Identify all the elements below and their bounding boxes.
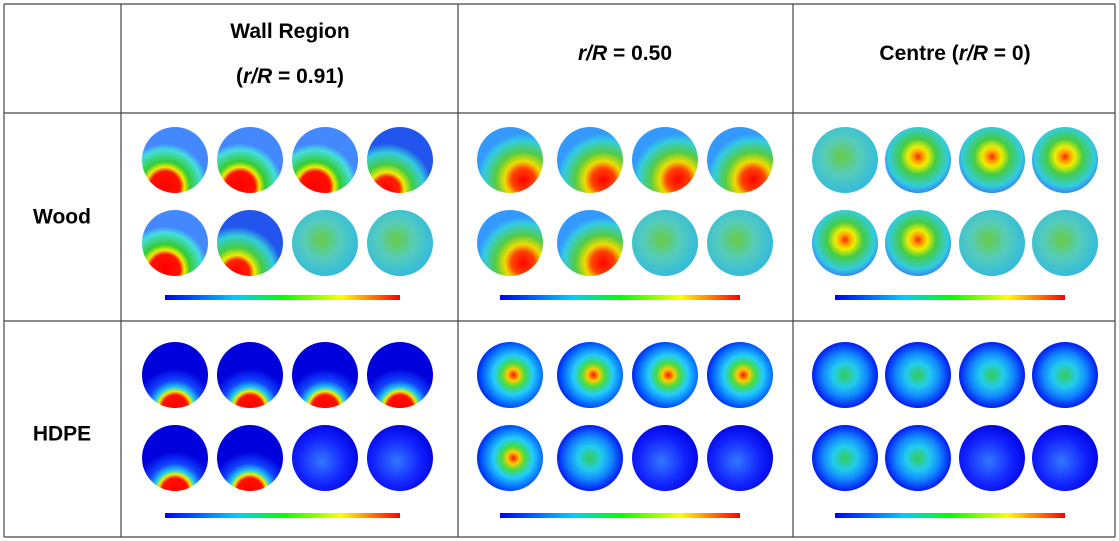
header-text: r/R (243, 65, 273, 88)
header-text: = 0.91) (272, 65, 344, 88)
tomogram (477, 425, 543, 491)
tomogram (812, 425, 878, 491)
header-text: = 0.50 (607, 42, 672, 65)
tomogram (217, 425, 283, 491)
figure-table: Wall Region (r/R = 0.91) r/R = 0.50 Cent… (0, 0, 1119, 541)
header-text: r/R (959, 42, 989, 65)
row-label: HDPE (33, 423, 91, 446)
header-text: Wall Region (230, 20, 349, 43)
tomograms (142, 127, 1098, 518)
tomogram (142, 425, 208, 491)
tomogram (632, 342, 698, 408)
tomogram (367, 127, 433, 193)
tomogram (632, 425, 698, 491)
tomogram (707, 425, 773, 491)
tomogram (292, 425, 358, 491)
tomogram (812, 342, 878, 408)
tomogram (885, 342, 951, 408)
column-header: Wall Region (230, 20, 349, 43)
tomogram (292, 342, 358, 408)
tomogram (707, 342, 773, 408)
tomogram (959, 210, 1025, 276)
tomogram (217, 127, 283, 193)
tomogram (885, 127, 951, 193)
header-text: r/R (578, 42, 608, 65)
tomogram (1032, 210, 1098, 276)
colorbar (500, 513, 740, 518)
tomogram (142, 210, 208, 276)
tomogram (292, 127, 358, 193)
tomogram (1032, 127, 1098, 193)
header-text: = 0) (988, 42, 1031, 65)
tomogram (959, 127, 1025, 193)
tomogram (142, 127, 208, 193)
tomogram (367, 210, 433, 276)
header-text: Centre ( (879, 42, 958, 65)
tomogram (217, 210, 283, 276)
colorbar (500, 295, 740, 300)
colorbar (835, 513, 1065, 518)
header-text: ( (236, 65, 243, 88)
row-label: Wood (33, 206, 91, 229)
tomogram (557, 425, 623, 491)
tomogram (477, 210, 543, 276)
column-header: (r/R = 0.91) (236, 65, 344, 88)
tomogram (557, 342, 623, 408)
tomogram (477, 127, 543, 193)
tomogram (959, 425, 1025, 491)
tomogram (812, 210, 878, 276)
tomogram (812, 127, 878, 193)
tomogram (557, 127, 623, 193)
tomogram (217, 342, 283, 408)
colorbar (835, 295, 1065, 300)
tomogram (557, 210, 623, 276)
tomogram (142, 342, 208, 408)
tomogram (707, 127, 773, 193)
column-header: r/R = 0.50 (578, 42, 672, 65)
tomogram (885, 210, 951, 276)
tomogram (707, 210, 773, 276)
colorbar (165, 295, 400, 300)
tomogram (292, 210, 358, 276)
tomogram (367, 342, 433, 408)
colorbar (165, 513, 400, 518)
tomogram (632, 127, 698, 193)
tomogram (632, 210, 698, 276)
tomogram (367, 425, 433, 491)
tomogram (959, 342, 1025, 408)
tomogram (885, 425, 951, 491)
tomogram (1032, 425, 1098, 491)
tomogram (1032, 342, 1098, 408)
column-header: Centre (r/R = 0) (879, 42, 1030, 65)
tomogram (477, 342, 543, 408)
